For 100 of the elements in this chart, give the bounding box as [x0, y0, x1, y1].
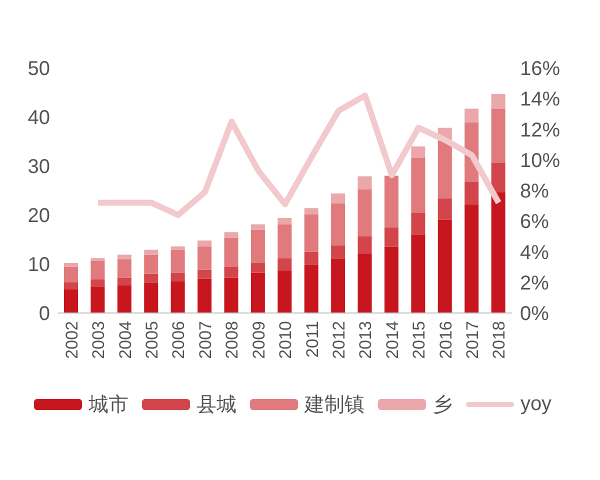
bar	[464, 182, 479, 204]
x-tick-label: 2010	[276, 321, 296, 359]
y2-tick-label: 12%	[520, 119, 560, 142]
bar	[144, 254, 158, 274]
legend-label: 建制镇	[304, 393, 364, 418]
bar	[331, 258, 346, 313]
y-tick-label: 50	[28, 58, 50, 80]
bar	[358, 176, 372, 190]
x-tick-label: 2017	[463, 321, 482, 359]
bar	[144, 250, 158, 255]
bar	[384, 246, 398, 313]
bar	[438, 220, 452, 313]
bar	[464, 204, 479, 313]
bar	[384, 176, 398, 228]
bar	[144, 274, 158, 283]
bar	[304, 252, 318, 265]
bar	[250, 263, 265, 273]
x-tick-label: 2016	[436, 321, 456, 359]
bar	[90, 279, 105, 288]
x-tick-label: 2002	[62, 321, 82, 359]
bar	[64, 263, 78, 267]
bar	[198, 270, 212, 279]
bar	[224, 278, 238, 313]
bar	[491, 94, 506, 109]
bar	[144, 282, 158, 313]
x-tick-label: 2007	[196, 321, 215, 359]
bar	[250, 272, 265, 313]
bar	[170, 246, 185, 250]
x-tick-label: 2009	[249, 321, 268, 359]
bar	[117, 285, 132, 313]
bar	[170, 272, 185, 282]
bar	[411, 146, 426, 158]
y2-tick-label: 16%	[520, 58, 560, 80]
bar	[331, 193, 346, 204]
x-tick-label: 2008	[222, 321, 242, 359]
y2-tick-label: 8%	[520, 180, 550, 203]
bar	[491, 162, 506, 192]
bar	[411, 234, 426, 313]
bar	[384, 227, 398, 247]
x-tick-label: 2013	[356, 321, 376, 359]
bar	[358, 236, 372, 254]
bar	[411, 158, 426, 214]
legend-label: 县城	[196, 393, 236, 418]
x-tick-label: 2012	[329, 321, 348, 359]
bar	[198, 246, 212, 270]
x-tick-label: 2014	[382, 321, 402, 359]
bar	[250, 230, 265, 264]
bar	[90, 287, 105, 313]
bar	[491, 192, 506, 313]
bar	[64, 266, 78, 282]
x-tick-label: 2006	[169, 321, 188, 359]
bar	[170, 250, 185, 273]
x-tick-label: 2004	[116, 321, 135, 359]
bar	[278, 258, 292, 270]
bar	[170, 281, 185, 313]
bar	[64, 282, 78, 290]
bar	[198, 240, 212, 246]
bar	[224, 266, 238, 278]
bar	[224, 238, 238, 267]
y-tick-label: 20	[28, 205, 50, 228]
bar	[331, 203, 346, 246]
bar	[90, 261, 105, 280]
bar	[117, 254, 132, 260]
y2-tick-label: 6%	[520, 211, 550, 234]
bar	[464, 108, 479, 122]
bar	[358, 190, 372, 236]
bar	[304, 264, 318, 313]
x-tick-label: 2015	[410, 321, 429, 359]
bar	[64, 289, 78, 313]
legend-label: yoy	[520, 393, 552, 416]
y-tick-label: 0	[38, 303, 50, 326]
y2-tick-label: 0%	[520, 303, 550, 326]
legend-label: 城市	[88, 393, 128, 418]
x-tick-label: 2003	[89, 321, 108, 359]
bar	[250, 224, 265, 230]
legend-label: 乡	[432, 393, 452, 418]
y2-tick-label: 10%	[520, 150, 560, 172]
bar	[90, 258, 105, 262]
bar	[278, 270, 292, 313]
y2-tick-label: 14%	[520, 88, 560, 111]
bar	[438, 198, 452, 220]
bar	[304, 208, 318, 215]
x-tick-label: 2005	[142, 321, 162, 359]
y-tick-label: 30	[28, 156, 50, 178]
bar	[304, 214, 318, 252]
y2-tick-label: 2%	[520, 272, 550, 294]
x-tick-label: 2011	[302, 321, 322, 358]
x-tick-label: 2018	[490, 321, 509, 359]
bar	[117, 259, 132, 278]
bar	[224, 232, 238, 238]
bar	[117, 278, 132, 286]
y-tick-label: 10	[28, 254, 50, 276]
bar	[278, 224, 292, 258]
y2-tick-label: 4%	[520, 242, 550, 264]
bar	[278, 218, 292, 224]
bar	[331, 245, 346, 259]
y-tick-label: 40	[28, 107, 50, 130]
bar	[411, 213, 426, 235]
bar	[198, 278, 212, 313]
bar	[438, 141, 452, 198]
